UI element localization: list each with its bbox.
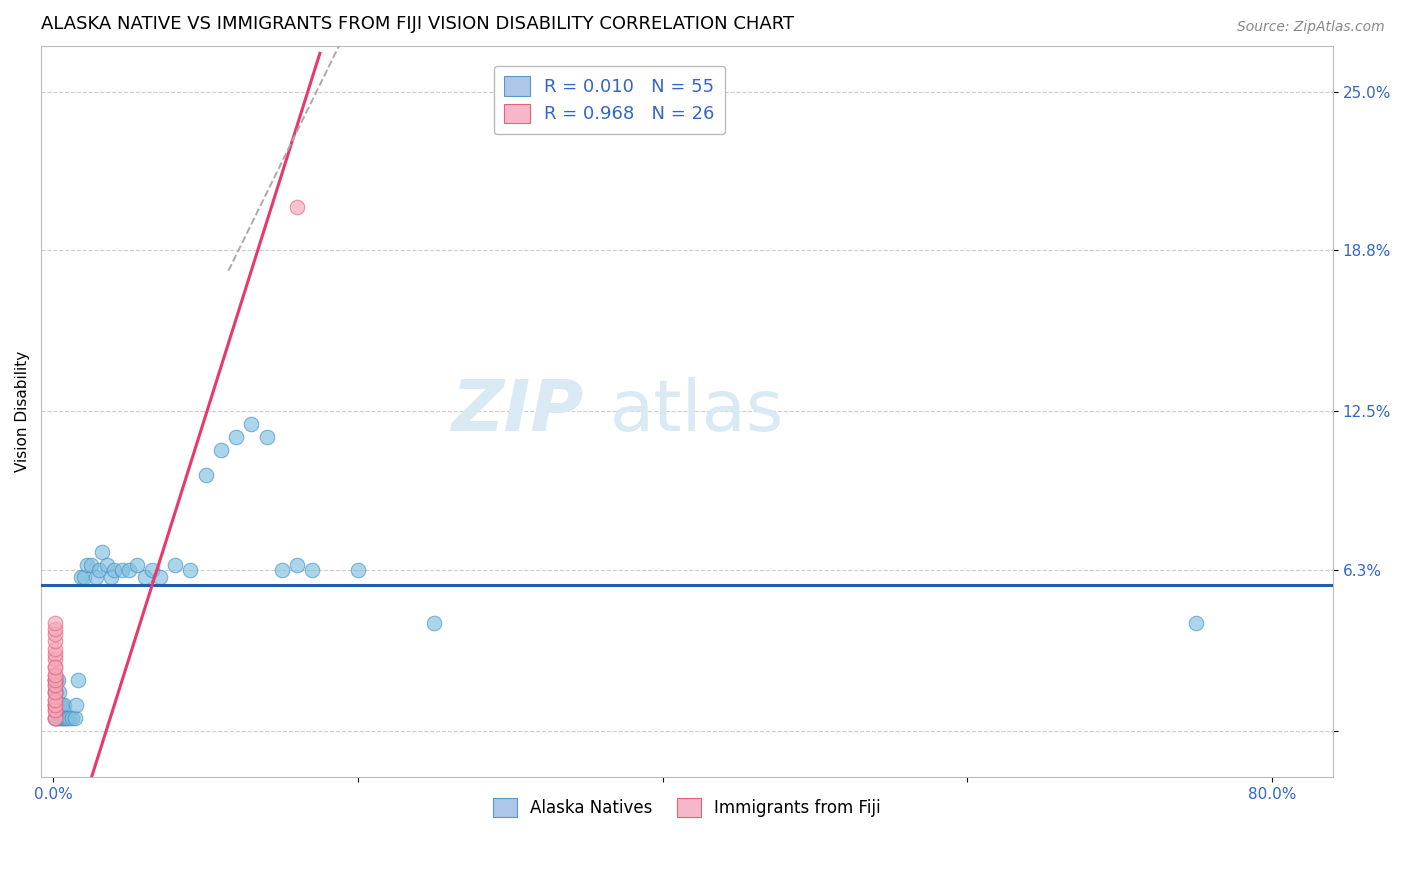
Point xyxy=(44,703,66,717)
Point xyxy=(44,622,66,636)
Point xyxy=(209,442,232,457)
Point xyxy=(44,711,66,725)
Point xyxy=(44,711,66,725)
Point xyxy=(49,698,72,713)
Point xyxy=(44,685,66,699)
Point xyxy=(103,563,125,577)
Point xyxy=(100,570,122,584)
Point xyxy=(44,634,66,648)
Point xyxy=(118,563,141,577)
Point xyxy=(44,616,66,631)
Point xyxy=(80,558,103,572)
Point xyxy=(96,558,118,572)
Text: ALASKA NATIVE VS IMMIGRANTS FROM FIJI VISION DISABILITY CORRELATION CHART: ALASKA NATIVE VS IMMIGRANTS FROM FIJI VI… xyxy=(41,15,794,33)
Point xyxy=(60,711,83,725)
Point xyxy=(423,616,446,631)
Point xyxy=(44,685,66,699)
Point xyxy=(45,673,67,687)
Point xyxy=(52,698,75,713)
Point xyxy=(194,468,217,483)
Point xyxy=(44,667,66,681)
Point xyxy=(149,570,172,584)
Point xyxy=(44,673,66,687)
Point xyxy=(52,711,75,725)
Point xyxy=(44,673,66,687)
Point xyxy=(240,417,263,431)
Point xyxy=(44,698,66,713)
Point xyxy=(44,693,66,707)
Point xyxy=(55,711,77,725)
Point xyxy=(45,711,67,725)
Point xyxy=(44,647,66,661)
Point xyxy=(44,642,66,657)
Point xyxy=(45,685,67,699)
Point xyxy=(46,698,69,713)
Point xyxy=(44,698,66,713)
Point xyxy=(73,570,96,584)
Point xyxy=(285,558,308,572)
Point xyxy=(44,693,66,707)
Point xyxy=(44,698,66,713)
Point xyxy=(179,563,201,577)
Point xyxy=(66,673,89,687)
Point xyxy=(65,698,87,713)
Point xyxy=(46,673,69,687)
Point xyxy=(48,711,70,725)
Point xyxy=(111,563,134,577)
Point xyxy=(134,570,156,584)
Point xyxy=(270,563,292,577)
Point xyxy=(44,678,66,692)
Point xyxy=(1184,616,1206,631)
Text: Source: ZipAtlas.com: Source: ZipAtlas.com xyxy=(1237,20,1385,34)
Point xyxy=(58,711,80,725)
Point xyxy=(44,626,66,640)
Point xyxy=(285,200,308,214)
Point xyxy=(91,545,114,559)
Point xyxy=(44,685,66,699)
Point xyxy=(44,711,66,725)
Point xyxy=(44,660,66,674)
Point xyxy=(44,667,66,681)
Point xyxy=(51,698,73,713)
Point xyxy=(45,698,67,713)
Point xyxy=(256,430,278,444)
Point xyxy=(63,711,86,725)
Point xyxy=(347,563,370,577)
Point xyxy=(84,570,107,584)
Point xyxy=(125,558,148,572)
Point xyxy=(44,660,66,674)
Point xyxy=(48,685,70,699)
Point xyxy=(87,563,110,577)
Point xyxy=(56,711,79,725)
Y-axis label: Vision Disability: Vision Disability xyxy=(15,351,30,472)
Point xyxy=(44,652,66,666)
Point xyxy=(69,570,91,584)
Point xyxy=(44,678,66,692)
Point xyxy=(49,711,72,725)
Point xyxy=(141,563,163,577)
Point xyxy=(165,558,187,572)
Point xyxy=(51,711,73,725)
Legend: Alaska Natives, Immigrants from Fiji: Alaska Natives, Immigrants from Fiji xyxy=(484,789,890,827)
Point xyxy=(76,558,98,572)
Point xyxy=(225,430,247,444)
Point xyxy=(301,563,323,577)
Point xyxy=(44,673,66,687)
Text: atlas: atlas xyxy=(609,376,785,446)
Point xyxy=(46,711,69,725)
Point xyxy=(44,703,66,717)
Text: ZIP: ZIP xyxy=(451,376,583,446)
